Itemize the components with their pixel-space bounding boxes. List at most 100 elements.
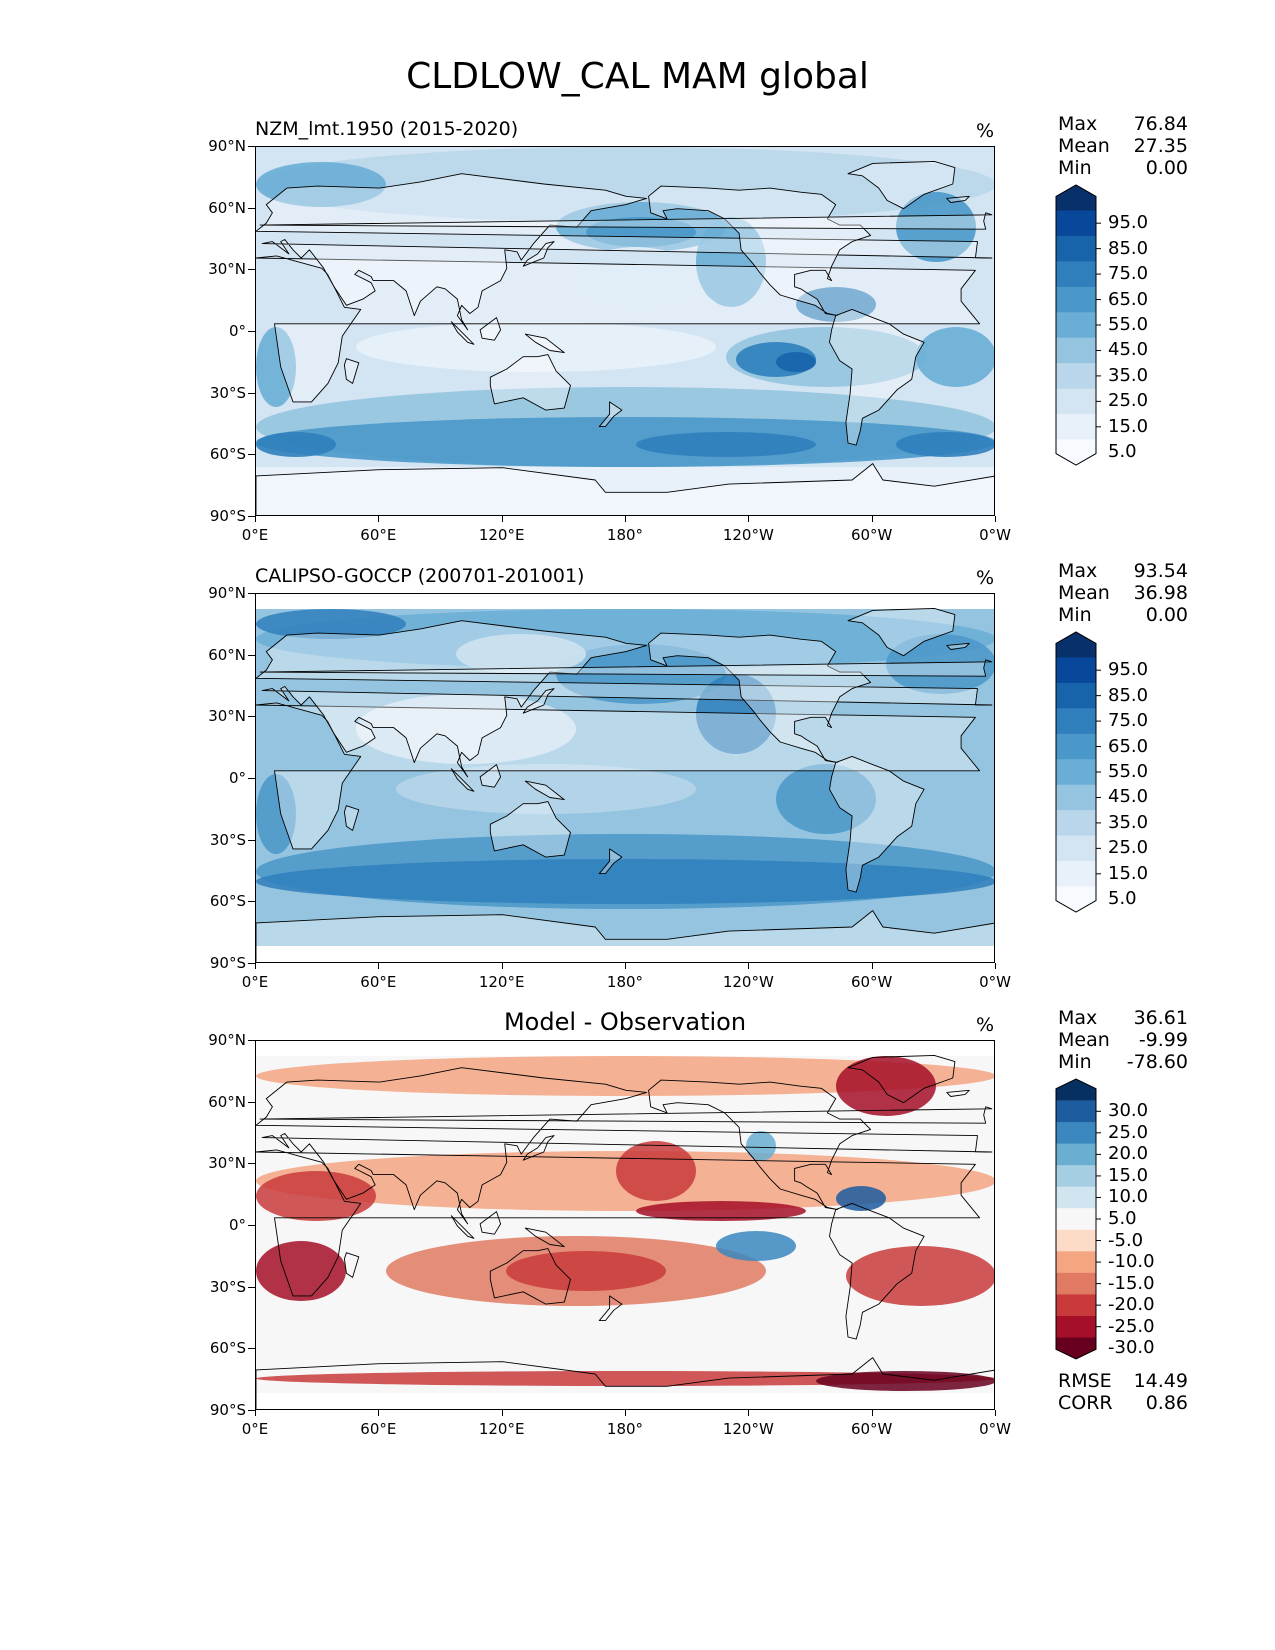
diff-field-patch [836,1056,936,1116]
cloud-field-patch [396,764,696,814]
colorbar-segment [1056,261,1096,288]
lon-tick-label: 180° [606,973,644,991]
coastline-borneo [479,1211,502,1235]
coastline-africa [256,255,981,403]
stat-row: Max 76.84 [1058,113,1188,135]
stat-row: Max 36.61 [1058,1007,1188,1029]
colorbar [1055,1078,1107,1364]
stat-row: Mean -9.99 [1058,1029,1188,1051]
colorbar-segment [1056,1272,1096,1295]
coastline-iceland [946,195,970,203]
lon-tick-mark [255,516,256,522]
stat-row: CORR 0.86 [1058,1392,1188,1414]
colorbar-tick-label: 65.0 [1108,288,1149,310]
stat-label: Max [1058,560,1098,582]
colorbar-tick-label: 30.0 [1108,1100,1149,1122]
lat-tick-label: 90°N [208,584,246,602]
diff-field-patch [746,1131,776,1161]
lat-tick-mark [248,593,255,594]
cloud-field-patch [456,634,586,674]
map-observation [255,593,995,963]
diff-field-patch [616,1141,696,1201]
map-difference [255,1040,995,1410]
cloud-field-patch [776,764,876,834]
colorbar-segment [1056,1315,1096,1338]
lat-tick-mark [248,1040,255,1041]
cloud-field-patch [696,217,766,307]
map-field-svg [256,147,994,515]
lat-tick-mark [248,901,255,903]
no-data-band [256,946,994,962]
lon-tick-label: 180° [606,526,644,544]
coastline-australia [489,354,571,411]
colorbar-tick-label: -5.0 [1108,1229,1144,1251]
lon-tick-mark [378,516,380,522]
colorbar-segment [1056,185,1096,211]
colorbar-tick-label: -30.0 [1108,1337,1155,1359]
panel-title: NZM_lmt.1950 (2015-2020) [255,118,519,140]
lon-tick-mark [255,963,256,969]
colorbar-segment [1056,682,1096,709]
lat-tick-mark [248,963,255,964]
cloud-field-patch [896,192,976,262]
colorbar-segment [1056,759,1096,786]
coastline-iceland [946,642,970,650]
lat-tick-mark [248,516,255,517]
lat-tick-label: 60°N [208,1092,246,1111]
stat-row: Min 0.00 [1058,604,1188,626]
diff-field-patch [716,1231,796,1261]
map-model [255,146,995,516]
coastline-sumatra [450,768,475,792]
colorbar-segment [1056,861,1096,888]
coastline-eurasia [256,1067,993,1225]
cloud-field-patch [256,609,406,639]
colorbar-tick-label: 85.0 [1108,237,1149,259]
coastline-japan [522,1135,555,1161]
diff-field-patch [816,1371,994,1391]
colorbar-segment [1056,1122,1096,1145]
coastline-madagascar [343,358,360,384]
cloud-field-patch [256,417,994,467]
diff-field-patch [256,1371,994,1386]
lat-tick-label: 0° [228,322,246,340]
lon-tick-label: 60°E [360,526,397,544]
colorbar-segment [1056,708,1096,735]
lon-tick-label: 60°E [360,973,397,991]
lat-tick-label: 90°N [208,1031,246,1049]
lon-tick-mark [748,963,750,969]
stats-box: Max 76.84 Mean 27.35 Min 0.00 [1058,113,1188,179]
colorbar-outline [1055,1078,1097,1360]
lat-tick-label: 0° [228,1216,246,1234]
colorbar-tick-label: 75.0 [1108,710,1149,732]
no-data-band [256,1041,994,1056]
coastline-newzealand [598,1295,623,1322]
stats-box: Max 36.61 Mean -9.99 Min -78.60 [1058,1007,1188,1073]
colorbar-tick-label: 25.0 [1108,1121,1149,1143]
no-data-band [256,1393,994,1409]
lon-tick-label: 120°W [722,1420,774,1438]
lat-tick-label: 60°S [209,445,246,464]
lon-tick-mark [995,1410,996,1416]
stat-value: 14.49 [1133,1370,1188,1392]
no-data-band [256,594,994,609]
lat-tick-label: 30°N [208,260,246,279]
cloud-field-patch [796,287,876,322]
stat-label: CORR [1058,1392,1113,1414]
colorbar-segment [1056,1079,1096,1101]
coastline-australia [489,1248,571,1305]
lon-tick-mark [995,516,996,522]
colorbar-tick-label: 25.0 [1108,390,1149,412]
lon-tick-label: 180° [606,1420,644,1438]
lon-tick-label: 60°W [850,1420,893,1438]
lat-tick-label: 30°S [209,830,246,849]
lat-tick-label: 30°N [208,707,246,726]
coastline-eurasia [256,173,993,331]
colorbar-tick-label: 45.0 [1108,339,1149,361]
colorbar-svg [1055,631,1101,913]
stat-label: Min [1058,157,1092,179]
cloud-field-patch [586,217,696,247]
lon-tick-mark [871,963,873,969]
colorbar-svg [1055,1078,1101,1360]
colorbar-tick-label: 35.0 [1108,364,1149,386]
colorbar-outline [1055,184,1097,466]
